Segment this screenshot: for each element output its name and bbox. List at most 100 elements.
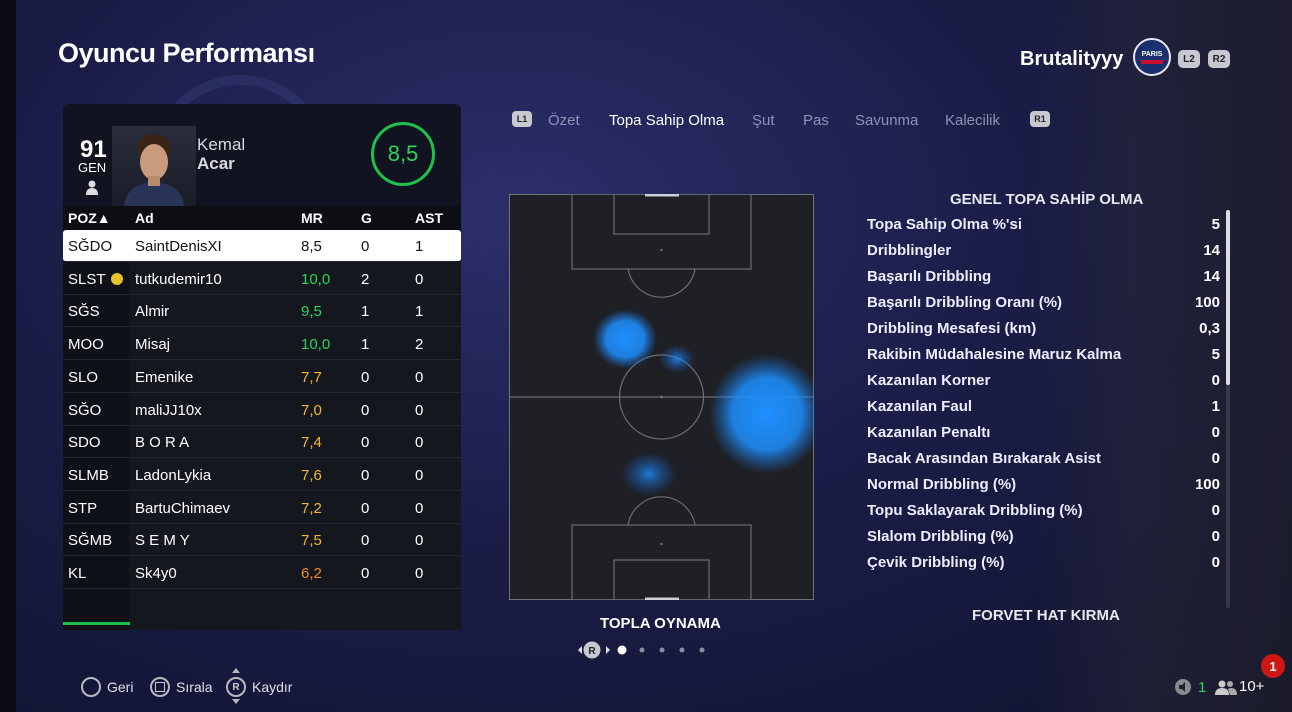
voice-status: 1: [1174, 678, 1206, 696]
table-row[interactable]: SLO Emenike 7,7 0 0: [63, 361, 461, 393]
player-match-rating: 8,5: [371, 122, 435, 186]
player-goals: 0: [361, 532, 370, 550]
tab-defending[interactable]: Savunma: [855, 112, 919, 129]
table-row[interactable]: SDO B O R A 7,4 0 0: [63, 426, 461, 459]
player-match-rating-cell: 10,0: [301, 270, 331, 288]
player-position: SĞO: [68, 401, 102, 419]
notification-badge[interactable]: 1: [1261, 654, 1285, 678]
sort-button[interactable]: Sırala: [150, 677, 213, 697]
player-assists: 0: [415, 565, 424, 582]
scroll-button[interactable]: R Kaydır: [226, 677, 292, 697]
header-position[interactable]: POZ▲: [68, 210, 111, 226]
player-assists: 0: [415, 466, 424, 484]
circle-button-icon: [81, 677, 101, 697]
table-row[interactable]: SLMB LadonLykia 7,6 0 0: [63, 459, 461, 491]
player-position: MOO: [68, 336, 104, 354]
table-row[interactable]: STP BartuChimaev 7,2 0 0: [63, 492, 461, 524]
tab-summary[interactable]: Özet: [548, 112, 580, 129]
player-position: KL: [68, 565, 87, 582]
player-name: BartuChimaev: [135, 499, 231, 517]
player-position: SLST: [68, 270, 106, 288]
stats-scrollbar[interactable]: [1226, 210, 1230, 385]
player-overall-rating: 91: [80, 136, 107, 163]
pager-dot[interactable]: [699, 647, 705, 653]
club-badge-text: PARIS: [1141, 50, 1163, 58]
table-row[interactable]: SĞS Almir 9,5 1 1: [63, 295, 461, 328]
table-header: POZ▲ Ad MR G AST: [63, 206, 461, 230]
player-goals: 2: [361, 270, 370, 288]
captain-badge-icon: [111, 272, 123, 285]
player-position: SDO: [68, 434, 101, 452]
stick-arrows-icon: [232, 668, 240, 704]
stat-value: 0: [1211, 450, 1220, 467]
header-goals[interactable]: G: [361, 210, 372, 226]
back-button[interactable]: Geri: [81, 677, 133, 697]
stat-value: 0: [1211, 502, 1220, 519]
heatmap-title: TOPLA OYNAMA: [600, 615, 721, 632]
voice-count: 1: [1198, 678, 1207, 696]
player-assists: 1: [415, 238, 424, 255]
player-position: SLMB: [68, 466, 109, 484]
stat-value: 100: [1194, 294, 1220, 311]
pager-dot[interactable]: [659, 647, 665, 653]
players-count: 10+: [1239, 678, 1265, 695]
r2-button-icon[interactable]: R2: [1208, 50, 1230, 68]
header-name[interactable]: Ad: [135, 210, 154, 226]
player-name: SaintDenisXI: [135, 238, 222, 255]
stat-value: 14: [1203, 242, 1220, 259]
user-name: Brutalityyy: [1020, 48, 1124, 70]
sort-label: Sırala: [176, 679, 213, 695]
player-match-rating-cell: 7,2: [301, 499, 322, 517]
l1-button-icon[interactable]: L1: [512, 111, 532, 127]
player-assists: 0: [415, 270, 424, 288]
table-row[interactable]: KL Sk4y0 6,2 0 0: [63, 557, 461, 589]
stat-value: 0: [1211, 372, 1220, 389]
header-assists[interactable]: AST: [415, 210, 443, 226]
player-name: S E M Y: [135, 532, 190, 550]
player-match-rating-cell: 7,4: [301, 434, 322, 452]
club-badge-icon: PARIS: [1133, 38, 1171, 76]
pager-dot[interactable]: [679, 647, 685, 653]
stat-value: 100: [1194, 476, 1220, 493]
player-goals: 0: [361, 368, 370, 386]
pager-dot[interactable]: [639, 647, 645, 653]
table-row[interactable]: SĞMB S E M Y 7,5 0 0: [63, 524, 461, 557]
player-goals: 0: [361, 401, 370, 419]
player-assists: 0: [415, 499, 424, 517]
stat-label: Kazanılan Faul: [867, 398, 973, 415]
table-row[interactable]: MOO Misaj 10,0 1 2: [63, 328, 461, 361]
player-position: SĞDO: [68, 238, 113, 255]
player-name: Misaj: [135, 336, 171, 354]
table-row[interactable]: SĞO maliJJ10x 7,0 0 0: [63, 394, 461, 426]
stat-label: Slalom Dribbling (%): [867, 528, 1014, 545]
player-name: maliJJ10x: [135, 401, 202, 419]
pager-dot-active[interactable]: [617, 645, 627, 655]
stat-label: Kazanılan Korner: [867, 372, 991, 389]
r1-button-icon[interactable]: R1: [1030, 111, 1050, 127]
player-match-rating-cell: 8,5: [301, 238, 322, 255]
table-row[interactable]: SĞDO SaintDenisXI 8,5 0 1: [63, 230, 461, 262]
tab-goalkeeping[interactable]: Kalecilik: [945, 112, 1001, 129]
player-portrait: [112, 126, 196, 206]
player-first-name: Kemal: [197, 135, 246, 154]
player-name: LadonLykia: [135, 466, 212, 484]
pager-r-button[interactable]: R: [588, 646, 596, 657]
stats-scroll-track[interactable]: [1226, 210, 1230, 608]
l2-button-icon[interactable]: L2: [1178, 50, 1200, 68]
scroll-label: Kaydır: [252, 679, 293, 695]
player-assists: 0: [415, 368, 424, 386]
player-goals: 1: [361, 336, 370, 354]
header-match-rating[interactable]: MR: [301, 210, 323, 226]
stat-label: Topa Sahip Olma %'si: [867, 216, 1022, 233]
player-name: Almir: [135, 303, 170, 321]
tab-passing[interactable]: Pas: [803, 112, 829, 129]
tab-shooting[interactable]: Şut: [752, 112, 775, 129]
stat-value: 5: [1211, 216, 1220, 233]
stat-label: Normal Dribbling (%): [867, 476, 1017, 493]
stat-label: Kazanılan Penaltı: [867, 424, 991, 441]
speaker-icon: [1175, 679, 1191, 695]
heatmap-pager[interactable]: R: [572, 640, 712, 660]
table-row[interactable]: SLST tutkudemir10 10,0 2 0: [63, 263, 461, 295]
background-player-image: [1032, 0, 1292, 712]
tab-possession[interactable]: Topa Sahip Olma: [609, 112, 725, 129]
